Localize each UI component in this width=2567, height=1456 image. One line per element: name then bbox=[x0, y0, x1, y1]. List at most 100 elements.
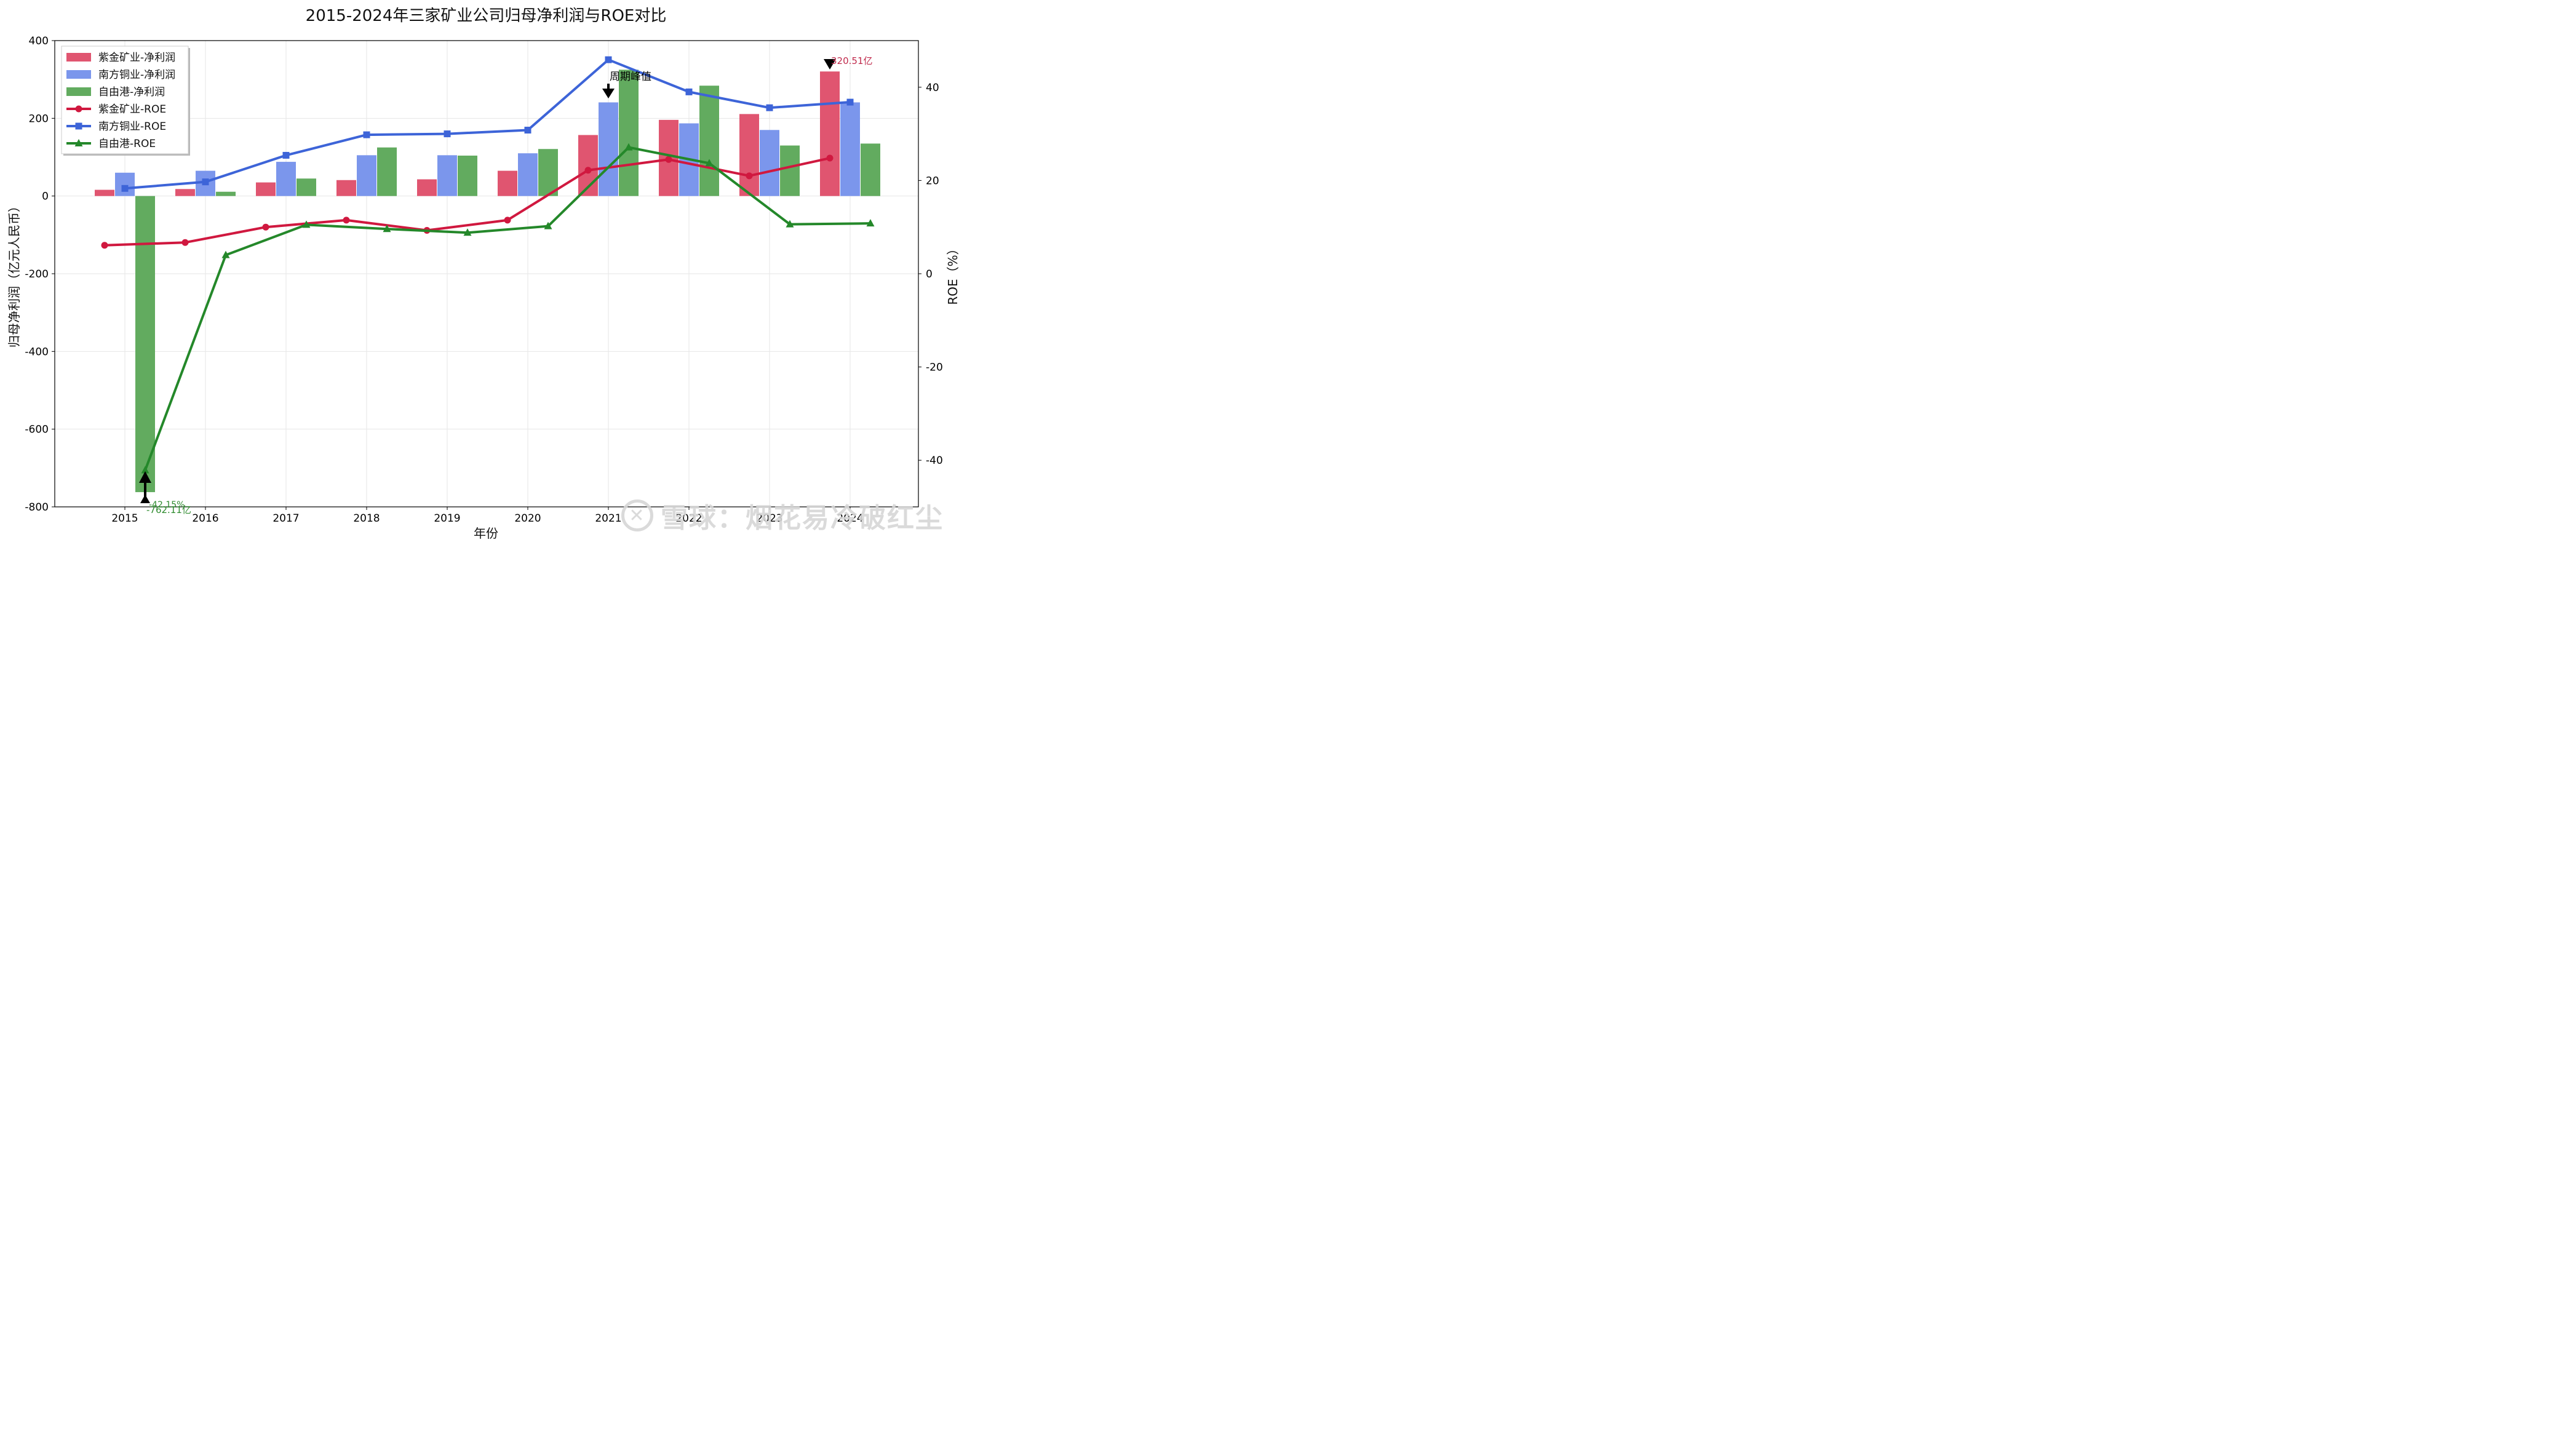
annotation-cycle-peak: 周期峰值 bbox=[610, 71, 651, 83]
marker-自由港-ROE-2021 bbox=[624, 143, 633, 151]
watermark-text: 雪球：烟花易冷破红尘 bbox=[661, 503, 944, 534]
marker-南方铜业-ROE-2023 bbox=[766, 104, 773, 111]
marker-南方铜业-ROE-2019 bbox=[444, 130, 451, 138]
legend-label-自由港-ROE: 自由港-ROE bbox=[98, 138, 156, 150]
y2-tick-label: -40 bbox=[926, 455, 943, 467]
marker-自由港-ROE-2023 bbox=[786, 220, 794, 228]
x-axis-label: 年份 bbox=[474, 526, 498, 541]
marker-自由港-ROE-2022 bbox=[705, 159, 714, 167]
y-tick-label: -800 bbox=[25, 501, 49, 514]
marker-自由港-ROE-2017 bbox=[302, 220, 311, 228]
bar-紫金矿业-净利润-2016 bbox=[175, 189, 195, 196]
marker-南方铜业-ROE-2024 bbox=[846, 98, 854, 106]
bar-自由港-净利润-2019 bbox=[458, 155, 477, 196]
y2-tick-label: 0 bbox=[926, 268, 933, 280]
marker-紫金矿业-ROE-2016 bbox=[181, 239, 189, 246]
bar-自由港-净利润-2021 bbox=[619, 70, 639, 196]
marker-自由港-ROE-2016 bbox=[221, 250, 230, 258]
annotation-arrow-down-icon bbox=[824, 59, 836, 70]
x-tick-label-2019: 2019 bbox=[434, 512, 460, 525]
y2-axis-label: ROE（%） bbox=[945, 242, 960, 304]
y-tick-label: -200 bbox=[25, 268, 49, 280]
y-tick-label: -600 bbox=[25, 424, 49, 436]
bar-紫金矿业-净利润-2023 bbox=[739, 114, 759, 196]
y-tick-label: -400 bbox=[25, 346, 49, 358]
bar-自由港-净利润-2018 bbox=[377, 147, 397, 196]
annotation-freeport-profit-2015: -762.11亿 bbox=[146, 504, 191, 515]
legend-marker bbox=[74, 139, 83, 146]
marker-紫金矿业-ROE-2023 bbox=[746, 172, 753, 180]
marker-紫金矿业-ROE-2020 bbox=[504, 217, 511, 224]
annotation-freeport-roe-2015: -42.15% bbox=[149, 500, 185, 510]
marker-南方铜业-ROE-2016 bbox=[202, 178, 209, 186]
legend-marker bbox=[75, 122, 82, 130]
snowball-logo-icon: ✕ bbox=[621, 499, 653, 531]
bar-紫金矿业-净利润-2024 bbox=[820, 71, 840, 196]
bar-南方铜业-净利润-2018 bbox=[357, 155, 376, 196]
bar-南方铜业-净利润-2021 bbox=[599, 102, 618, 196]
chart-title: 2015-2024年三家矿业公司归母净利润与ROE对比 bbox=[306, 7, 667, 25]
marker-南方铜业-ROE-2020 bbox=[524, 127, 531, 134]
annotation-arrow-up-icon bbox=[140, 495, 150, 503]
bar-自由港-净利润-2023 bbox=[780, 145, 800, 196]
legend-swatch-自由港-净利润 bbox=[66, 87, 91, 96]
marker-自由港-ROE-2015 bbox=[141, 466, 149, 474]
marker-自由港-ROE-2018 bbox=[383, 225, 391, 233]
marker-自由港-ROE-2020 bbox=[544, 221, 552, 229]
marker-紫金矿业-ROE-2017 bbox=[262, 223, 269, 231]
bar-紫金矿业-净利润-2018 bbox=[336, 180, 356, 196]
y2-tick-label: 40 bbox=[926, 82, 939, 94]
legend-label-自由港-净利润: 自由港-净利润 bbox=[98, 86, 165, 98]
x-tick-label-2016: 2016 bbox=[192, 512, 218, 525]
bar-南方铜业-净利润-2017 bbox=[276, 162, 296, 196]
legend-swatch-紫金矿业-净利润 bbox=[66, 53, 91, 62]
marker-紫金矿业-ROE-2022 bbox=[665, 156, 672, 163]
y-tick-label: 400 bbox=[29, 35, 49, 47]
legend-label-南方铜业-净利润: 南方铜业-净利润 bbox=[98, 69, 175, 81]
marker-紫金矿业-ROE-2024 bbox=[826, 154, 834, 162]
x-tick-label-2018: 2018 bbox=[353, 512, 380, 525]
line-自由港-ROE bbox=[144, 146, 871, 471]
bar-南方铜业-净利润-2020 bbox=[518, 153, 538, 196]
bar-南方铜业-净利润-2023 bbox=[760, 130, 779, 196]
bar-自由港-净利润-2024 bbox=[861, 143, 880, 196]
x-tick-label-2021: 2021 bbox=[595, 512, 621, 525]
marker-南方铜业-ROE-2015 bbox=[121, 185, 129, 192]
y2-tick-label: -20 bbox=[926, 362, 943, 374]
bar-南方铜业-净利润-2024 bbox=[840, 102, 860, 196]
bar-自由港-净利润-2016 bbox=[216, 191, 236, 196]
bar-自由港-净利润-2017 bbox=[296, 178, 316, 196]
marker-紫金矿业-ROE-2015 bbox=[101, 242, 108, 249]
x-tick-label-2024: 2024 bbox=[837, 512, 863, 525]
marker-自由港-ROE-2024 bbox=[866, 219, 875, 227]
bar-南方铜业-净利润-2019 bbox=[437, 155, 457, 196]
x-tick-label-2020: 2020 bbox=[514, 512, 541, 525]
legend-label-紫金矿业-ROE: 紫金矿业-ROE bbox=[98, 103, 166, 116]
bar-南方铜业-净利润-2015 bbox=[115, 172, 135, 196]
annotation-zijin-2024: 320.51亿 bbox=[831, 55, 873, 66]
marker-南方铜业-ROE-2022 bbox=[685, 88, 693, 95]
x-tick-label-2023: 2023 bbox=[756, 512, 782, 525]
y-tick-label: 200 bbox=[29, 113, 49, 125]
legend-marker bbox=[75, 105, 82, 113]
annotation-arrow-down-icon bbox=[602, 89, 615, 98]
annotation-arrow-up-icon bbox=[139, 471, 151, 483]
legend-label-南方铜业-ROE: 南方铜业-ROE bbox=[98, 121, 166, 133]
bar-自由港-净利润-2022 bbox=[699, 86, 719, 196]
marker-南方铜业-ROE-2017 bbox=[282, 151, 290, 159]
marker-紫金矿业-ROE-2018 bbox=[343, 217, 350, 224]
bar-紫金矿业-净利润-2019 bbox=[417, 179, 437, 196]
x-tick-label-2015: 2015 bbox=[111, 512, 138, 525]
bar-紫金矿业-净利润-2020 bbox=[498, 170, 517, 196]
x-tick-label-2022: 2022 bbox=[675, 512, 702, 525]
x-tick-label-2017: 2017 bbox=[273, 512, 299, 525]
bar-紫金矿业-净利润-2017 bbox=[256, 182, 276, 196]
legend-label-紫金矿业-净利润: 紫金矿业-净利润 bbox=[98, 52, 175, 64]
marker-南方铜业-ROE-2018 bbox=[363, 131, 370, 138]
y2-tick-label: 20 bbox=[926, 175, 939, 187]
y-axis-label: 归母净利润（亿元人民币） bbox=[7, 200, 22, 348]
line-南方铜业-ROE bbox=[124, 58, 851, 190]
legend-swatch-南方铜业-净利润 bbox=[66, 70, 91, 79]
bar-自由港-净利润-2020 bbox=[538, 149, 558, 196]
